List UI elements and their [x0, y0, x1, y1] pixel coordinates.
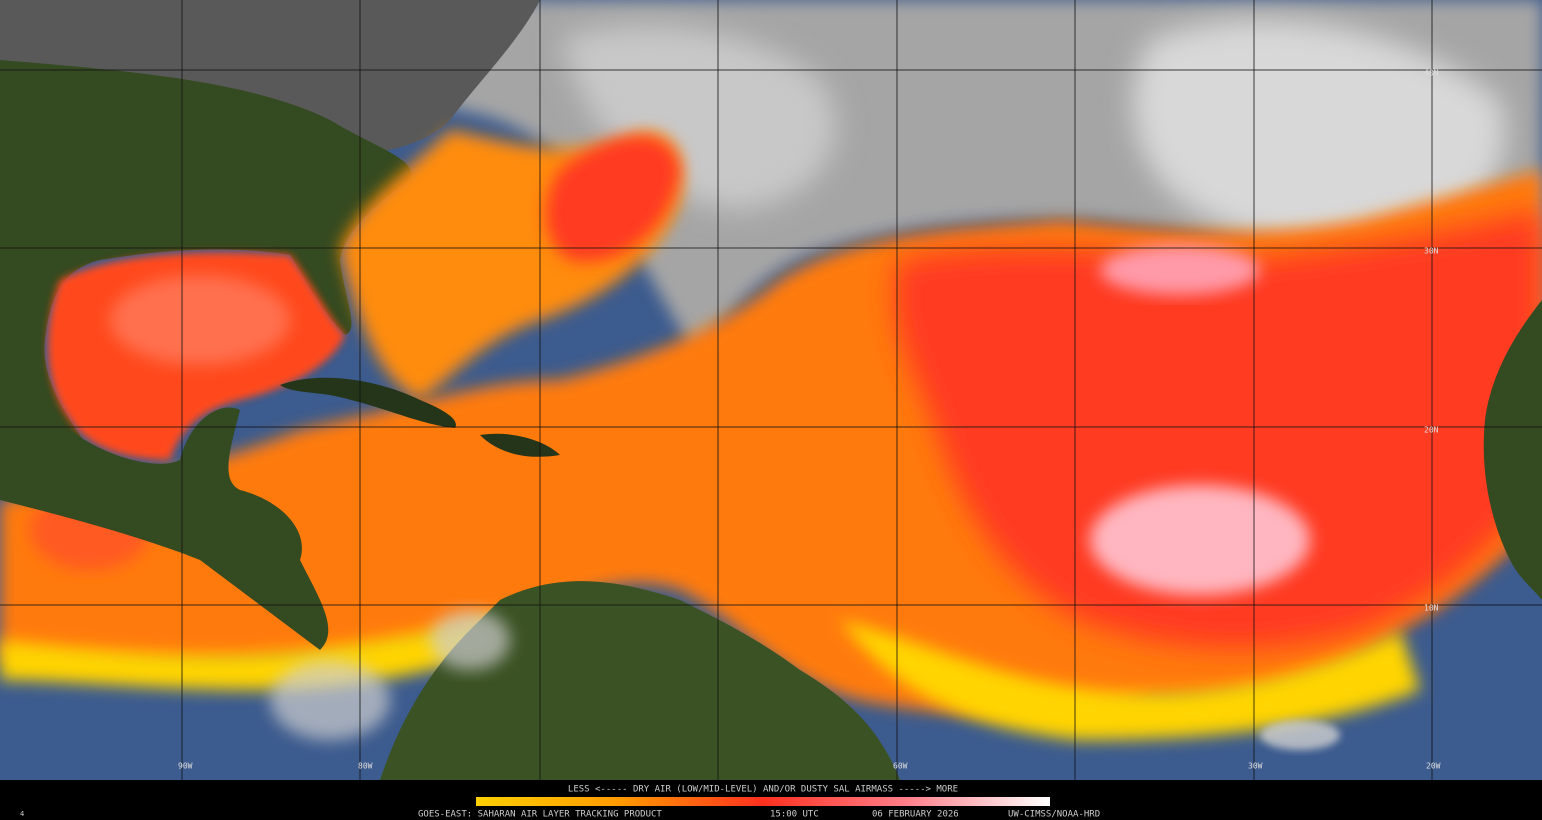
- sal-core: [894, 210, 1542, 649]
- time: 15:00 UTC: [770, 810, 819, 820]
- sal-edge: [840, 620, 1420, 740]
- cloud-patch: [270, 660, 390, 740]
- lat-label: 30N: [1424, 247, 1439, 256]
- cloud-patch: [430, 610, 510, 670]
- color-scale: [476, 797, 1050, 806]
- lon-label: 30W: [1248, 762, 1263, 771]
- lon-label: 90W: [178, 762, 193, 771]
- cloud-patch: [1260, 720, 1340, 750]
- cloud-bright: [1133, 20, 1506, 250]
- land-us: [0, 60, 412, 474]
- cloud-bright: [560, 25, 836, 210]
- sal-edge: [0, 610, 540, 690]
- land-cuba: [280, 377, 456, 428]
- footer: LESS <----- DRY AIR (LOW/MID-LEVEL) AND/…: [0, 780, 1542, 820]
- lat-label: 20N: [1424, 426, 1439, 435]
- graticule: [0, 0, 1542, 780]
- land-south-america: [380, 581, 900, 780]
- lon-label: 80W: [358, 762, 373, 771]
- sal-core: [110, 275, 290, 365]
- date: 06 FEBRUARY 2026: [872, 810, 959, 820]
- frame-number: 4: [20, 810, 24, 818]
- lon-label: 60W: [893, 762, 908, 771]
- sal-peak: [1100, 245, 1260, 295]
- sal-peak: [1090, 485, 1310, 595]
- coordinate-labels: 40N 30N 20N 10N 90W 80W 60W 30W 20W: [178, 69, 1441, 771]
- imagery: [0, 0, 1542, 780]
- land-central-america: [0, 407, 329, 650]
- sal-core: [546, 136, 680, 262]
- lon-label: 20W: [1426, 762, 1441, 771]
- land-africa: [1483, 300, 1542, 600]
- legend-caption: LESS <----- DRY AIR (LOW/MID-LEVEL) AND/…: [568, 785, 958, 795]
- product-name: GOES-EAST: SAHARAN AIR LAYER TRACKING PR…: [418, 810, 662, 820]
- credit: UW-CIMSS/NOAA-HRD: [1008, 810, 1100, 820]
- lat-label: 40N: [1424, 69, 1439, 78]
- lat-label: 10N: [1424, 604, 1439, 613]
